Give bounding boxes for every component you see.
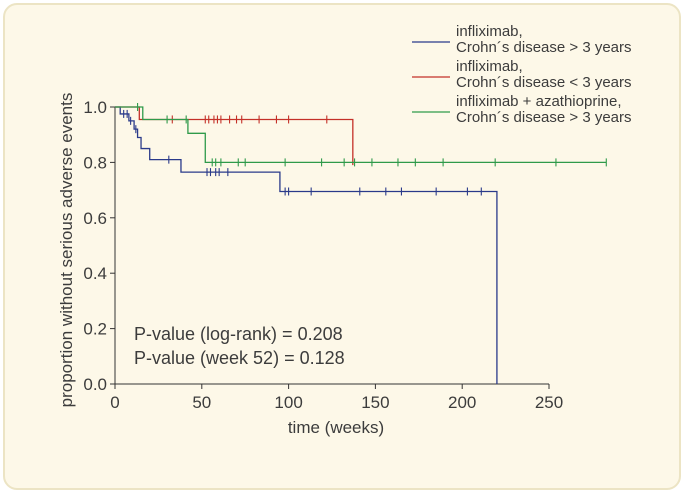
x-tick-label: 200 <box>448 393 476 412</box>
y-tick-label: 0.0 <box>83 375 107 394</box>
x-tick-label: 100 <box>274 393 302 412</box>
p-value-log-rank: P-value (log-rank) = 0.208 <box>134 324 343 344</box>
series-3 <box>115 103 607 167</box>
chart-panel <box>3 3 681 490</box>
x-tick-label: 0 <box>110 393 119 412</box>
legend-label: Crohn´s disease < 3 years <box>456 74 632 91</box>
x-tick-label: 50 <box>192 393 211 412</box>
y-tick-label: 0.8 <box>83 153 107 172</box>
y-tick-label: 1.0 <box>83 98 107 117</box>
x-tick-label: 250 <box>535 393 563 412</box>
axes: 0 50 100 150 200 250 0.0 0.2 0.4 0.6 0.8 1.0 <box>83 98 563 412</box>
legend-label: infliximab + azathioprine, <box>456 93 622 110</box>
survival-curve-line <box>115 106 498 384</box>
series-layer <box>115 103 607 384</box>
legend-label: Crohn´s disease > 3 years <box>456 109 632 126</box>
y-tick-label: 0.2 <box>83 320 107 339</box>
y-axis-title: proportion without serious adverse event… <box>57 93 76 408</box>
legend: infliximab,Crohn´s disease > 3 yearsinfl… <box>412 23 632 126</box>
p-value-week-52: P-value (week 52) = 0.128 <box>134 348 345 368</box>
survival-curve-line <box>115 106 607 164</box>
x-axis-title: time (weeks) <box>288 418 384 437</box>
survival-curve-line <box>115 106 354 166</box>
series-2 <box>115 106 354 166</box>
legend-label: infliximab, <box>456 23 523 40</box>
y-tick-label: 0.6 <box>83 209 107 228</box>
y-tick-label: 0.4 <box>83 264 107 283</box>
series-1 <box>115 106 498 384</box>
legend-label: Crohn´s disease > 3 years <box>456 39 632 56</box>
legend-label: infliximab, <box>456 58 523 75</box>
x-tick-label: 150 <box>361 393 389 412</box>
